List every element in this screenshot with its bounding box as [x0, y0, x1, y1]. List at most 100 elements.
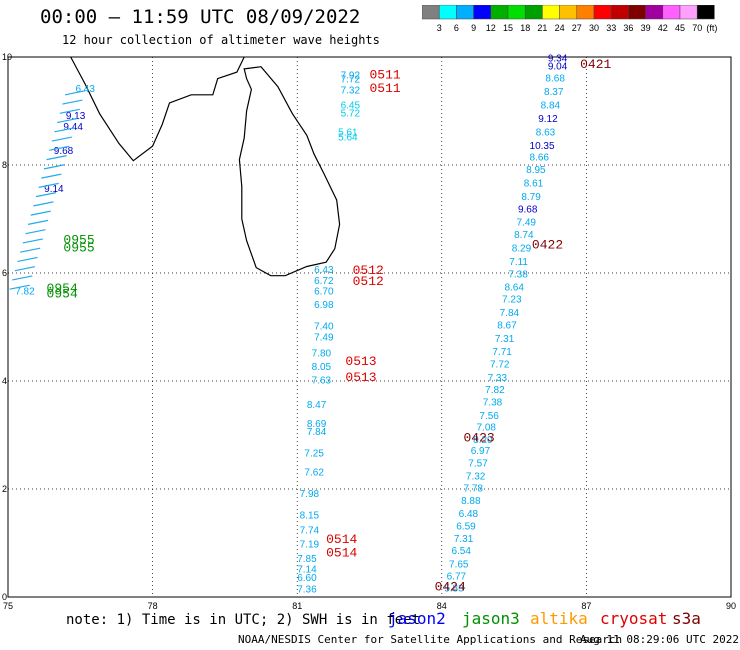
time-label: 0512 [353, 263, 384, 278]
swh-value: 8.68 [545, 73, 565, 84]
legend-label: 6 [454, 23, 459, 33]
time-label: 0422 [532, 238, 563, 253]
track-segment [51, 136, 72, 142]
swh-value: 7.71 [492, 347, 512, 358]
swh-value: 7.23 [502, 295, 522, 306]
swh-value: 6.70 [314, 287, 334, 298]
x-tick-label: 90 [726, 601, 736, 611]
swh-value: 8.64 [504, 282, 524, 293]
swh-value: 6.43 [314, 265, 334, 276]
legend-jason3: jason3 [462, 609, 520, 628]
swh-value: 7.63 [312, 376, 332, 387]
track-segment [35, 192, 57, 198]
swh-value: 8.79 [521, 192, 541, 203]
swh-value: 6.48 [459, 509, 479, 520]
legend-label: 3 [437, 23, 442, 33]
footer-timestamp: Aug 11 08:29:06 UTC 2022 [580, 633, 739, 646]
swh-value: 9.04 [548, 61, 568, 72]
swh-value: 6.45 [341, 100, 361, 111]
track-segment [41, 173, 62, 179]
y-tick-label: 6 [2, 268, 7, 278]
legend-label: 30 [589, 23, 599, 33]
track-segment [62, 99, 83, 105]
time-label: 0423 [463, 430, 494, 445]
swh-value: 7.32 [341, 86, 361, 97]
swh-value: 9.14 [44, 184, 64, 195]
swh-value: 7.14 [297, 565, 317, 576]
track-segment [33, 201, 54, 207]
time-label: 0954 [47, 286, 78, 301]
swh-value: 7.08 [477, 423, 497, 434]
track-segment [20, 247, 41, 253]
legend-jason2: jason2 [388, 609, 446, 628]
track-segment [49, 145, 70, 151]
swh-value: 8.95 [526, 165, 546, 176]
track-segment [43, 164, 65, 170]
swh-value: 6.54 [451, 546, 471, 557]
x-tick-label: 87 [581, 601, 591, 611]
swh-value: 7.11 [509, 257, 528, 268]
swh-value: 7.82 [485, 385, 505, 396]
swh-value: 7.80 [312, 349, 332, 360]
swh-value: 7.57 [468, 458, 488, 469]
swh-value: 7.72 [490, 360, 510, 371]
swh-value: 7.25 [304, 449, 324, 460]
swh-value: 5.61 [338, 127, 358, 138]
time-label: 0421 [580, 57, 611, 72]
swh-value: 7.82 [15, 287, 35, 298]
swh-value: 8.29 [512, 243, 532, 254]
x-tick-label: 78 [148, 601, 158, 611]
time-label: 0954 [47, 281, 78, 296]
legend-label: 36 [623, 23, 633, 33]
swh-value: 6.59 [456, 522, 476, 533]
track-segment [9, 284, 30, 290]
time-label: 0514 [326, 546, 357, 561]
legend-label: 33 [606, 23, 616, 33]
swh-value: 7.36 [297, 585, 317, 596]
legend-unit: (ft) [706, 23, 717, 33]
swh-value: 9.13 [66, 111, 86, 122]
legend-label: 45 [675, 23, 685, 33]
swh-value: 7.92 [341, 71, 361, 82]
time-label: 0511 [370, 81, 401, 96]
swh-value: 7.49 [314, 333, 334, 344]
swh-value: 7.72 [341, 74, 361, 85]
y-tick-label: 4 [2, 376, 7, 386]
legend-label: 39 [641, 23, 651, 33]
swh-value: 7.98 [300, 489, 320, 500]
swh-value: 8.15 [300, 511, 320, 522]
track-segment [12, 275, 33, 281]
time-label: 0955 [63, 232, 94, 247]
track-segment [30, 210, 51, 216]
time-label: 0511 [370, 68, 401, 83]
footer-credit: NOAA/NESDIS Center for Satellite Applica… [238, 633, 623, 646]
swh-value: 6.60 [297, 573, 317, 584]
legend-label: 70 [692, 23, 702, 33]
swh-value: 7.49 [517, 217, 537, 228]
swh-value: 7.56 [479, 411, 499, 422]
swh-value: 8.47 [307, 400, 327, 411]
swh-value: 5.83 [444, 584, 464, 595]
legend-cryosat: cryosat [600, 609, 668, 628]
x-tick-label: 75 [3, 601, 13, 611]
swh-value: 8.69 [307, 419, 327, 430]
sri-lanka-coastline [238, 66, 341, 277]
swh-value: 7.74 [300, 525, 320, 536]
swh-value: 9.68 [54, 146, 74, 157]
swh-value: 8.74 [514, 230, 534, 241]
legend-label: 12 [486, 23, 496, 33]
time-label: 0514 [326, 532, 357, 547]
swh-value: 8.63 [536, 127, 556, 138]
swh-value: 5.64 [338, 133, 358, 144]
swh-value: 7.65 [449, 559, 469, 570]
track-segment [38, 182, 59, 188]
swh-value: 7.19 [300, 539, 320, 550]
swh-value: 8.88 [461, 496, 481, 507]
time-label: 0955 [63, 240, 94, 255]
swh-value: 6.97 [471, 446, 491, 457]
swh-value: 7.84 [307, 427, 327, 438]
time-label: 0513 [345, 354, 376, 369]
swh-value: 6.77 [447, 572, 467, 583]
legend-label: 15 [503, 23, 513, 33]
